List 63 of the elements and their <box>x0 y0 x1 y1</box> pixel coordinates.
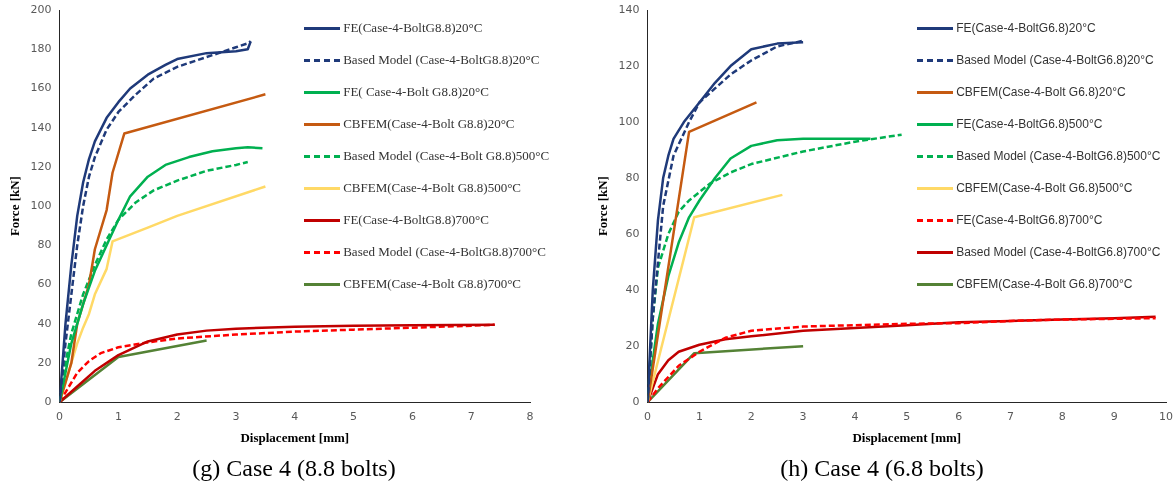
text: (g) Case 4 (8.8 bolts) <box>191 455 397 482</box>
y-tick-label: 140 <box>30 120 52 134</box>
legend-label: Based Model (Case-4-BoltG8.8)700°C <box>343 244 546 260</box>
legend-label: Based Model (Case-4-Bolt G8.8)500°C <box>343 148 550 164</box>
x-tick-label: 8 <box>1058 409 1066 423</box>
y-tick-label: 160 <box>30 81 52 95</box>
y-tick-label: 40 <box>625 283 640 296</box>
x-axis-title: Displacement [mm] <box>852 429 962 445</box>
legend-label: FE(Case-4-BoltG8.8)20°C <box>343 20 483 36</box>
y-tick-label: 120 <box>30 159 52 173</box>
legend-label: Based Model (Case-4-BoltG8.8)20°C <box>343 52 540 68</box>
legend-label: CBFEM(Case-4-Bolt G8.8)700°C <box>343 276 522 292</box>
y-tick-label: 60 <box>625 226 640 240</box>
y-tick-label: 0 <box>44 395 52 409</box>
legend-label: Based Model (Case-4-BoltG6.8)20°C <box>956 53 1154 67</box>
legend-label: FE(Case-4-BoltG6.8)500°C <box>956 117 1103 131</box>
x-tick-label: 0 <box>56 409 64 423</box>
y-tick-label: 0 <box>632 395 640 409</box>
x-tick-label: 4 <box>851 409 859 423</box>
y-tick-label: 100 <box>30 198 52 212</box>
y-tick-label: 80 <box>37 238 52 252</box>
x-tick-label: 6 <box>955 409 963 423</box>
x-tick-label: 5 <box>350 409 358 423</box>
x-axis-title: Displacement [mm] <box>240 429 350 445</box>
x-tick-label: 2 <box>173 409 181 423</box>
y-axis-title: Force [kN] <box>595 176 611 237</box>
legend-label: CBFEM(Case-4-Bolt G6.8)500°C <box>956 181 1133 195</box>
x-tick-label: 9 <box>1110 409 1118 423</box>
x-tick-label: 8 <box>526 409 534 423</box>
x-tick-label: 4 <box>291 409 299 423</box>
y-axis-title: Force [kN] <box>7 176 23 237</box>
y-tick-label: 140 <box>618 2 640 16</box>
y-tick-label: 20 <box>625 339 640 353</box>
y-tick-label: 180 <box>30 42 52 56</box>
legend-label: CBFEM(Case-4-Bolt G6.8)20°C <box>956 85 1126 99</box>
y-tick-label: 80 <box>625 170 640 184</box>
x-tick-label: 7 <box>1006 409 1014 423</box>
y-tick-label: 100 <box>618 114 640 128</box>
legend-label: FE(Case-4-BoltG6.8)700°C <box>956 213 1103 227</box>
y-tick-label: 20 <box>37 355 52 369</box>
legend-label: CBFEM(Case-4-Bolt G8.8)500°C <box>343 180 522 196</box>
x-tick-label: 7 <box>467 409 475 423</box>
y-tick-label: 60 <box>37 277 52 291</box>
text: (h) Case 4 (6.8 bolts) <box>779 455 985 482</box>
legend-label: Based Model (Case-4-BoltG6.8)700°C <box>956 245 1161 259</box>
y-tick-label: 40 <box>37 316 52 330</box>
x-tick-label: 3 <box>232 409 240 423</box>
legend-label: FE(Case-4-BoltG8.8)700°C <box>343 212 489 228</box>
x-tick-label: 6 <box>408 409 416 423</box>
y-tick-label: 200 <box>30 2 52 16</box>
legend-label: CBFEM(Case-4-Bolt G8.8)20°C <box>343 116 515 132</box>
legend-label: CBFEM(Case-4-Bolt G6.8)700°C <box>956 277 1133 291</box>
x-tick-label: 3 <box>799 409 807 423</box>
x-tick-label: 5 <box>903 409 911 423</box>
x-tick-label: 0 <box>644 409 652 423</box>
x-tick-label: 1 <box>695 409 703 423</box>
legend-label: FE( Case-4-Bolt G8.8)20°C <box>343 84 489 100</box>
y-tick-label: 120 <box>618 58 640 72</box>
x-tick-label: 10 <box>1159 409 1173 423</box>
legend-label: Based Model (Case-4-BoltG6.8)500°C <box>956 149 1161 163</box>
legend-label: FE(Case-4-BoltG6.8)20°C <box>956 21 1096 35</box>
x-tick-label: 2 <box>747 409 755 423</box>
x-tick-label: 1 <box>114 409 122 423</box>
